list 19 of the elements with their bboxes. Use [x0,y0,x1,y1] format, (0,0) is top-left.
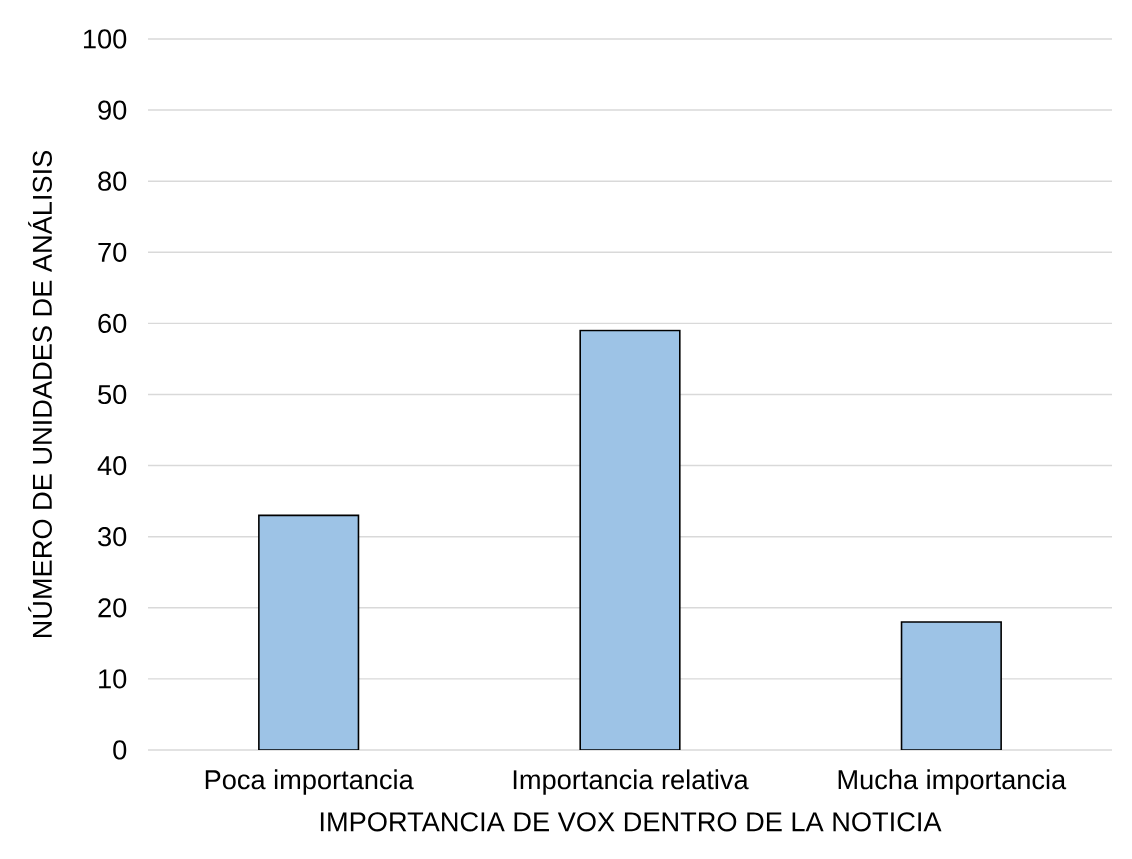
y-tick-label: 50 [98,384,127,405]
y-tick-label: 20 [98,598,127,618]
y-tick-label: 10 [99,669,127,689]
x-axis-title: IMPORTANCIA DE VOX DENTRO DE LA NOTICIA [320,812,942,832]
y-axis-title: NÚMERO DE UNIDADES DE ANÁLISIS [28,150,52,638]
y-tick-label: 100 [83,29,127,49]
y-tick-label: 60 [98,313,127,334]
y-tick-label: 30 [98,527,127,547]
bar [258,514,360,750]
y-tick-label: 0 [113,740,127,760]
y-tick-label: 70 [98,242,127,262]
x-tick-label: Poca importancia [205,769,414,795]
x-tick-label: Importancia relativa [513,769,749,795]
y-tick-label: 80 [98,171,127,191]
bar [900,621,1002,750]
y-tick-label: 90 [98,100,127,120]
bar [579,329,681,750]
x-tick-label: Mucha importancia [838,769,1067,795]
y-tick-label: 40 [97,455,127,476]
